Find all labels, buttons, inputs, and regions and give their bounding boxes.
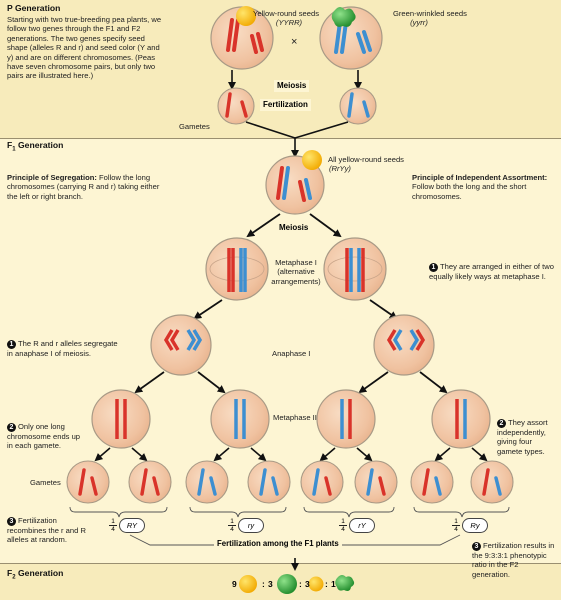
f2-heading-sub: 2 (12, 574, 16, 581)
divider-f1-f2 (0, 563, 561, 564)
gamete-cell-p-left (217, 87, 255, 125)
gamete-genotype-2: ry (238, 518, 264, 533)
step-badge-left-1: 1 (7, 340, 16, 349)
parent-cell-yellow-round (210, 6, 274, 70)
metaphase2-cell-1 (91, 389, 151, 449)
metaphase2-cell-2 (210, 389, 270, 449)
f1-heading-sub: 1 (12, 146, 16, 153)
note-right-1-text: They are arranged in either of two equal… (429, 262, 554, 281)
metaphase1-label: Metaphase I (alternative arrangements) (271, 258, 321, 286)
note-right-3-text: Fertilization results in the 9:3:3:1 phe… (472, 541, 555, 579)
note-right-2: 2 They assort independently, giving four … (497, 418, 559, 456)
yellow-round-genotype: (YYRR) (275, 18, 303, 27)
cross-symbol: × (291, 36, 298, 48)
f1-cell (265, 150, 325, 215)
ratio-9: 9 (232, 579, 237, 589)
f1-genotype: (RrYy) (329, 164, 351, 173)
independent-title: Principle of Independent Assortment: (412, 173, 548, 182)
fertilization-f1-label: Fertilization among the F1 plants (214, 538, 342, 550)
gametes-label-p: Gametes (179, 122, 210, 131)
ratio-1: 1 (331, 579, 336, 589)
step-badge-right-1: 1 (429, 263, 438, 272)
f2-seeds (239, 574, 355, 594)
note-left-1: 1 The R and r alleles segregate in anapha… (7, 339, 122, 358)
meiosis-label-f1: Meiosis (276, 222, 312, 234)
ratio-sep-2: : (299, 579, 302, 589)
segregation-principle: Principle of Segregation: Follow the lon… (7, 173, 172, 201)
f1-seeds-label: All yellow-round seeds (328, 155, 404, 164)
note-left-3: 3 Fertilization recombines the r and R al… (7, 516, 97, 545)
fraction-numerator: 1 (111, 518, 115, 525)
p-generation-heading: P Generation (7, 3, 61, 13)
note-left-1-text: The R and r alleles segregate in anaphas… (7, 339, 118, 358)
f1-gamete-cells (66, 460, 514, 504)
ratio-sep-3: : (325, 579, 328, 589)
metaphase2-cell-3 (316, 389, 376, 449)
p-generation-band (0, 0, 561, 138)
fraction-numerator: 1 (341, 518, 345, 525)
fertilization-label: Fertilization (260, 99, 311, 111)
yellow-round-label: Yellow-round seeds (253, 9, 319, 18)
ratio-sep-1: : (262, 579, 265, 589)
metaphase2-cell-4 (431, 389, 491, 449)
green-wrinkled-genotype: (yyrr) (410, 18, 428, 27)
note-left-2-text: Only one long chromosome ends up in each… (7, 422, 81, 451)
note-right-1: 1 They are arranged in either of two equa… (429, 262, 554, 281)
anaphase1-cell-right (373, 314, 435, 376)
gametes-label-f1: Gametes (30, 478, 61, 487)
gamete-cell-p-right (339, 87, 377, 125)
f1-heading-f: F (7, 140, 13, 150)
anaphase1-label: Anaphase I (272, 349, 311, 358)
gamete-genotype-4: Ry (462, 518, 488, 533)
ratio-3a: 3 (268, 579, 273, 589)
fraction-denominator: 4 (339, 525, 347, 533)
metaphase1-cell-right (323, 237, 387, 301)
metaphase2-label: Metaphase II (273, 413, 317, 422)
metaphase1-cell-left (205, 237, 269, 301)
fraction-numerator: 1 (454, 518, 458, 525)
note-left-3-text: Fertilization recombines the r and R all… (7, 516, 86, 545)
ratio-3b: 3 (305, 579, 310, 589)
step-badge-left-3: 3 (7, 517, 16, 526)
f2-heading-f: F (7, 568, 13, 578)
divider-p-f1 (0, 138, 561, 139)
segregation-text: Follow the long chromosomes (carrying R … (7, 173, 160, 201)
green-wrinkled-label: Green-wrinkled seeds (393, 9, 467, 18)
fraction-denominator: 4 (452, 525, 460, 533)
independent-text: Follow both the long and the short chrom… (412, 182, 527, 201)
f2-generation-heading: F2 Generation (7, 568, 64, 583)
f1-generation-heading: F1 Generation (7, 140, 64, 155)
fraction-denominator: 4 (228, 525, 236, 533)
meiosis-label-p: Meiosis (274, 80, 310, 92)
step-badge-right-3: 3 (472, 542, 481, 551)
note-left-2: 2 Only one long chromosome ends up in eac… (7, 422, 87, 451)
note-right-2-text: They assort independently, giving four g… (497, 418, 548, 456)
gamete-genotype-3: rY (349, 518, 375, 533)
f1-heading-rest: Generation (15, 140, 64, 150)
note-right-3: 3 Fertilization results in the 9:3:3:1 ph… (472, 541, 558, 579)
fraction-numerator: 1 (230, 518, 234, 525)
segregation-title: Principle of Segregation: (7, 173, 97, 182)
f2-heading-rest: Generation (15, 568, 64, 578)
independent-assortment-principle: Principle of Independent Assortment: Fol… (412, 173, 552, 201)
step-badge-right-2: 2 (497, 419, 506, 428)
fraction-denominator: 4 (109, 525, 117, 533)
anaphase1-cell-left (150, 314, 212, 376)
step-badge-left-2: 2 (7, 423, 16, 432)
gamete-brackets (69, 506, 510, 518)
intro-text: Starting with two true-breeding pea plan… (7, 15, 162, 81)
gamete-genotype-1: RY (119, 518, 145, 533)
parent-cell-green-wrinkled (319, 6, 383, 70)
